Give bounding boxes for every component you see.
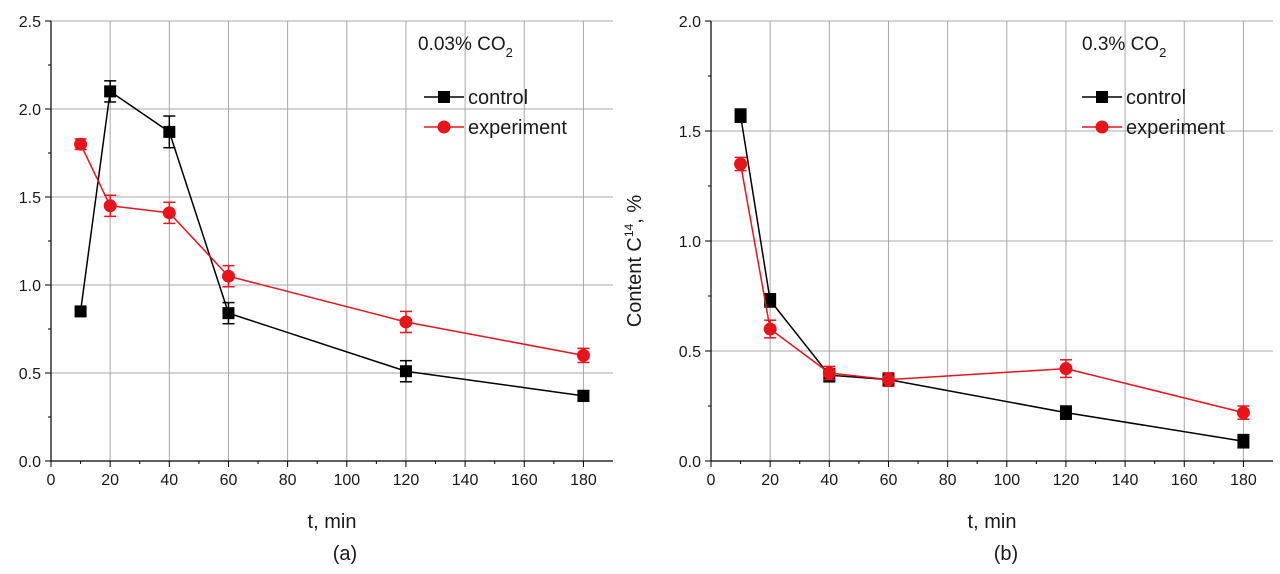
condition-annotation-subscript: 2	[1159, 45, 1166, 60]
y-tick-label: 1.5	[19, 190, 41, 207]
data-point-circle	[881, 373, 895, 387]
y-tick-label: 1.5	[679, 124, 701, 141]
series-experiment	[734, 156, 1250, 420]
panel-label: (b)	[994, 543, 1018, 565]
chart-panel-b: 0 20 40 60 80 100 120 140 160 180 0.0 0.5 1.0 1.5 2.0 t…	[622, 14, 1273, 565]
x-tick-label: 140	[1112, 472, 1139, 489]
x-tick-label: 60	[880, 472, 898, 489]
data-point-circle	[763, 322, 777, 336]
data-point-square	[1059, 406, 1072, 419]
condition-annotation-subscript: 2	[506, 45, 513, 60]
x-tick-label: 120	[1053, 472, 1080, 489]
x-tick-label: 160	[511, 472, 538, 489]
x-tick-label: 100	[993, 472, 1020, 489]
legend-label-control: control	[1126, 87, 1186, 109]
x-axis-title: t, min	[308, 511, 357, 533]
legend-label-experiment: experiment	[1126, 117, 1225, 139]
data-point-circle	[103, 199, 117, 213]
series-experiment	[74, 137, 590, 364]
y-tick-label: 0.0	[19, 454, 41, 471]
condition-annotation: 0.03% CO2	[418, 34, 513, 60]
data-point-square	[104, 85, 117, 98]
series-line-control	[739, 115, 1244, 442]
x-tick-label: 120	[393, 472, 420, 489]
data-point-circle	[822, 366, 836, 380]
x-tick-label: 20	[101, 472, 119, 489]
data-point-circle	[221, 269, 235, 283]
data-point-circle	[399, 315, 413, 329]
x-tick-label: 80	[279, 472, 297, 489]
data-point-square	[222, 307, 235, 320]
x-tick-label: 0	[47, 472, 56, 489]
legend-label-experiment: experiment	[468, 117, 567, 139]
data-point-square	[764, 294, 777, 307]
data-point-circle	[1236, 406, 1250, 420]
y-tick-label: 1.0	[679, 234, 701, 251]
data-point-square	[734, 109, 747, 122]
data-point-square	[163, 125, 176, 138]
y-tick-label: 0.5	[19, 366, 41, 383]
y-axis-title-suffix: , %	[624, 195, 646, 224]
x-axis-title: t, min	[968, 511, 1017, 533]
y-tick-label: 2.0	[19, 102, 41, 119]
x-tick-label: 0	[707, 472, 716, 489]
x-tick-label: 160	[1171, 472, 1198, 489]
y-tick-label: 2.5	[19, 14, 41, 31]
condition-annotation: 0.3% CO2	[1082, 34, 1166, 60]
data-point-circle	[734, 157, 748, 171]
x-tick-label: 40	[820, 472, 838, 489]
series-control	[734, 108, 1250, 449]
y-axis-title-main: Content C	[624, 237, 646, 327]
x-tick-label: 80	[939, 472, 957, 489]
data-point-circle	[1059, 362, 1073, 376]
legend-marker-square	[438, 91, 450, 103]
series-line-experiment	[739, 163, 1244, 414]
x-tick-label: 60	[220, 472, 238, 489]
legend-marker-circle	[1095, 120, 1109, 134]
y-axis-title-superscript: 14	[622, 223, 636, 237]
y-axis-title: Content C14, %	[622, 195, 646, 328]
panel-label: (a)	[333, 543, 357, 565]
data-point-square	[577, 389, 590, 402]
data-point-square	[74, 305, 87, 318]
x-tick-label: 140	[452, 472, 479, 489]
condition-annotation-main: 0.3% CO	[1082, 34, 1159, 55]
data-point-circle	[576, 348, 590, 362]
data-point-square	[399, 365, 412, 378]
series-line-control	[79, 90, 584, 397]
x-tick-label: 20	[761, 472, 779, 489]
data-point-circle	[162, 206, 176, 220]
legend-marker-square	[1096, 91, 1108, 103]
y-tick-label: 1.0	[19, 278, 41, 295]
y-tick-label: 2.0	[679, 14, 701, 31]
legend-marker-circle	[437, 120, 451, 134]
x-tick-label: 100	[333, 472, 360, 489]
legend-label-control: control	[468, 87, 528, 109]
y-tick-label: 0.5	[679, 344, 701, 361]
data-point-circle	[74, 137, 88, 151]
x-tick-label: 180	[570, 472, 597, 489]
y-tick-label: 0.0	[679, 454, 701, 471]
series-control	[74, 80, 590, 402]
data-point-square	[1237, 435, 1250, 448]
condition-annotation-main: 0.03% CO	[418, 34, 506, 55]
chart-panel-a: 0 20 40 60 80 100 120 140 160 180 0.0 0.5 1.0 1.5 2.0 2…	[19, 14, 613, 565]
x-tick-label: 180	[1230, 472, 1257, 489]
series-line-experiment	[79, 143, 584, 357]
x-tick-label: 40	[160, 472, 178, 489]
